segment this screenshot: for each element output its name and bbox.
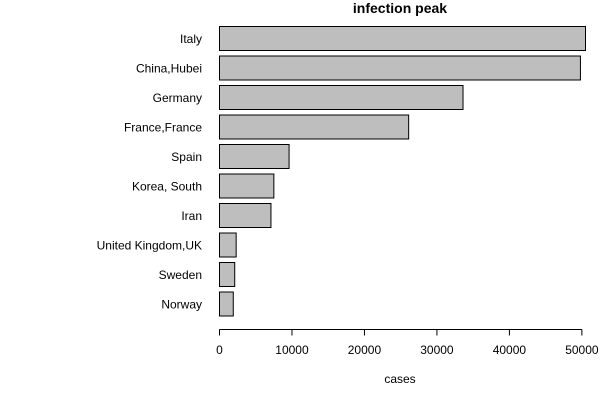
bar-1 — [219, 55, 581, 81]
bars-group — [219, 26, 586, 317]
x-tick-label-1: 10000 — [275, 343, 309, 357]
x-tick-label-0: 0 — [216, 343, 223, 357]
bar-5 — [219, 173, 275, 199]
bar-6 — [219, 203, 272, 228]
category-labels: Italy China,Hubei Germany France,France Spai… — [97, 32, 203, 312]
x-tick-label-4: 40000 — [493, 343, 527, 357]
category-label-0: Italy — [180, 32, 202, 46]
bar-3 — [219, 114, 410, 140]
category-label-9: Norway — [161, 298, 202, 312]
chart-title: infection peak — [353, 0, 447, 16]
category-label-6: Iran — [181, 209, 202, 223]
bar-9 — [219, 291, 234, 317]
category-label-5: Korea, South — [132, 180, 202, 194]
x-axis: 0 10000 20000 30000 40000 50000 — [216, 329, 599, 357]
bar-2 — [219, 85, 464, 110]
bar-7 — [219, 232, 237, 258]
category-label-2: Germany — [153, 91, 202, 105]
bar-4 — [219, 144, 290, 169]
x-tick-label-2: 20000 — [348, 343, 382, 357]
category-label-3: France,France — [124, 121, 202, 135]
bar-8 — [219, 262, 236, 287]
bar-0 — [219, 26, 586, 51]
x-tick-label-5: 50000 — [565, 343, 599, 357]
category-label-4: Spain — [171, 150, 202, 164]
x-tick-label-3: 30000 — [420, 343, 454, 357]
x-axis-title: cases — [384, 372, 415, 386]
category-label-8: Sweden — [159, 268, 202, 282]
category-label-7: United Kingdom,UK — [97, 239, 202, 253]
category-label-1: China,Hubei — [136, 62, 202, 76]
